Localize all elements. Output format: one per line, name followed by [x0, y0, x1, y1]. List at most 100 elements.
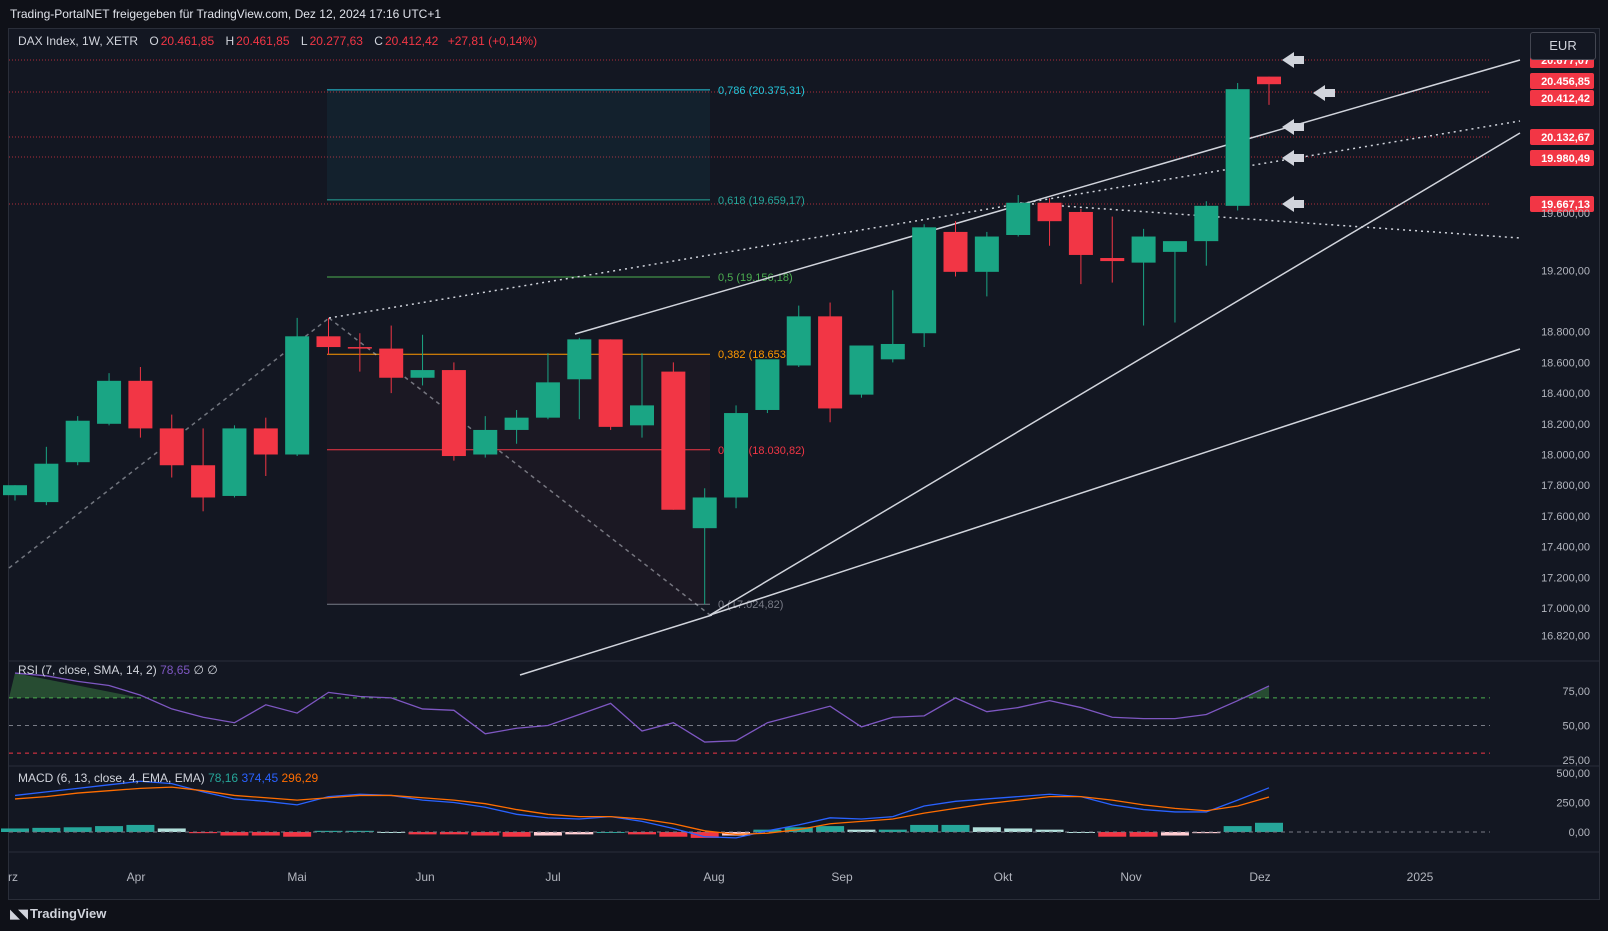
macd-histogram-bar: [690, 832, 719, 838]
trend-line: [519, 614, 713, 676]
price-tick-label: 16.820,00: [1541, 631, 1590, 643]
macd-histogram-bar: [1255, 822, 1283, 832]
candle-body: [65, 420, 90, 463]
candle: [1037, 198, 1062, 246]
candle-body: [1037, 202, 1062, 222]
macd-pane: 500,00 250,00 0,00 MACD (6, 13, close, 4, E…: [1, 768, 1590, 839]
fib-zone: [327, 89, 710, 200]
rsi-value: 78,65: [160, 663, 193, 677]
fib-retracement: 0,786 (20.375,31) 0,618 (19.659,17) 0,5 (1…: [327, 85, 805, 611]
macd-histogram-bar: [439, 832, 468, 835]
macd-histogram-bar: [565, 832, 594, 835]
candle-body: [724, 413, 749, 498]
macd-histogram-bar: [408, 832, 437, 835]
macd-histogram-bar: [502, 832, 531, 837]
candle-body: [410, 370, 435, 378]
candle-body: [880, 343, 905, 360]
tradingview-logo[interactable]: ◣◥ TradingView: [10, 906, 106, 922]
arrow-marker-icon: [1282, 119, 1304, 135]
candle: [1100, 216, 1125, 283]
price-tick-label: 17.400,00: [1541, 542, 1590, 554]
rsi-title: RSI (7, close, SMA, 14, 2): [18, 663, 160, 677]
fib-level-label: 0,786 (20.375,31): [718, 85, 805, 97]
time-axis: rz Apr Mai Jun Jul Aug Sep Okt Nov Dez 2025: [8, 870, 1434, 884]
macd-histogram-bar: [283, 832, 312, 837]
macd-histogram-bar: [314, 830, 343, 832]
time-tick-label: Apr: [127, 870, 146, 884]
candle: [253, 417, 278, 476]
macd-legend: MACD (6, 13, close, 4, EMA, EMA) 78,16 3…: [18, 771, 319, 785]
fib-level-label: 0 (17.024,82): [718, 599, 783, 611]
candle: [379, 325, 404, 394]
trend-line: [709, 132, 1521, 616]
macd-histogram-bar: [220, 832, 249, 836]
macd-value: 296,29: [281, 771, 318, 785]
candle: [880, 290, 905, 363]
candle-body: [661, 371, 686, 510]
time-tick-label: 2025: [1407, 870, 1434, 884]
candle-body: [912, 227, 937, 334]
candle: [1194, 201, 1219, 266]
fib-level-label: 0,5 (19.156,18): [718, 272, 793, 284]
candle-body: [1131, 236, 1156, 263]
candle: [128, 367, 153, 438]
candle: [786, 305, 811, 368]
price-tick-label: 18.600,00: [1541, 357, 1590, 369]
candle-body: [818, 316, 843, 409]
macd-signal-line: [14, 786, 1270, 836]
rsi-tick-label: 75,00: [1562, 686, 1590, 698]
price-badge: [1530, 150, 1594, 166]
candle: [97, 373, 122, 426]
candle-body: [159, 428, 184, 466]
time-tick-label: Jun: [415, 870, 434, 884]
candle: [347, 333, 372, 372]
time-tick-label: Dez: [1249, 870, 1270, 884]
drawings: [8, 52, 1521, 676]
candle: [567, 337, 592, 420]
candle: [1257, 76, 1281, 105]
trend-line: [1019, 202, 1521, 239]
trend-line: [574, 59, 1521, 335]
macd-histogram-bar: [63, 827, 92, 832]
candle-body: [849, 345, 874, 395]
candle-body: [598, 339, 623, 427]
macd-histogram-bar: [1129, 832, 1158, 837]
price-tick-label: 19.200,00: [1541, 265, 1590, 277]
candle: [818, 302, 843, 423]
macd-tick-label: 500,00: [1556, 768, 1590, 780]
candle-body: [535, 382, 560, 418]
candle: [222, 425, 247, 498]
candle-body: [222, 428, 247, 496]
candle: [65, 416, 90, 466]
macd-histogram-bar: [1160, 832, 1189, 836]
arrow-marker-icon: [1313, 85, 1335, 101]
candle-body: [943, 231, 968, 272]
price-badge-label: 20.132,67: [1541, 132, 1590, 144]
candle: [316, 317, 341, 355]
macd-histogram-bar: [941, 824, 970, 832]
macd-histogram-bar: [1098, 832, 1127, 837]
currency-button[interactable]: EUR: [1530, 32, 1596, 60]
macd-histogram-bar: [377, 832, 406, 833]
rsi-tick-label: 25,00: [1562, 755, 1590, 767]
chart-header-title: Trading-PortalNET freigegeben für Tradin…: [0, 0, 1608, 28]
symbol-name[interactable]: DAX Index, 1W, XETR: [18, 34, 139, 48]
macd-histogram-bar: [816, 826, 845, 832]
price-badge-label: 19.980,49: [1541, 153, 1590, 165]
macd-histogram-bar: [878, 829, 907, 832]
time-tick-label: Aug: [703, 870, 724, 884]
candle: [724, 405, 749, 509]
candle-body: [441, 370, 466, 457]
macd-histogram-bar: [471, 832, 500, 836]
macd-value: 374,45: [241, 771, 281, 785]
candle-body: [630, 405, 654, 426]
candle-body: [316, 336, 341, 348]
high-label: H: [225, 34, 235, 48]
time-tick-label: Nov: [1120, 870, 1141, 884]
close-value: 20.412,42: [384, 34, 439, 48]
candle-body: [974, 236, 999, 272]
macd-value: 78,16: [208, 771, 241, 785]
tradingview-mark-icon: ◣◥: [10, 906, 28, 921]
candle-body: [1100, 258, 1125, 262]
